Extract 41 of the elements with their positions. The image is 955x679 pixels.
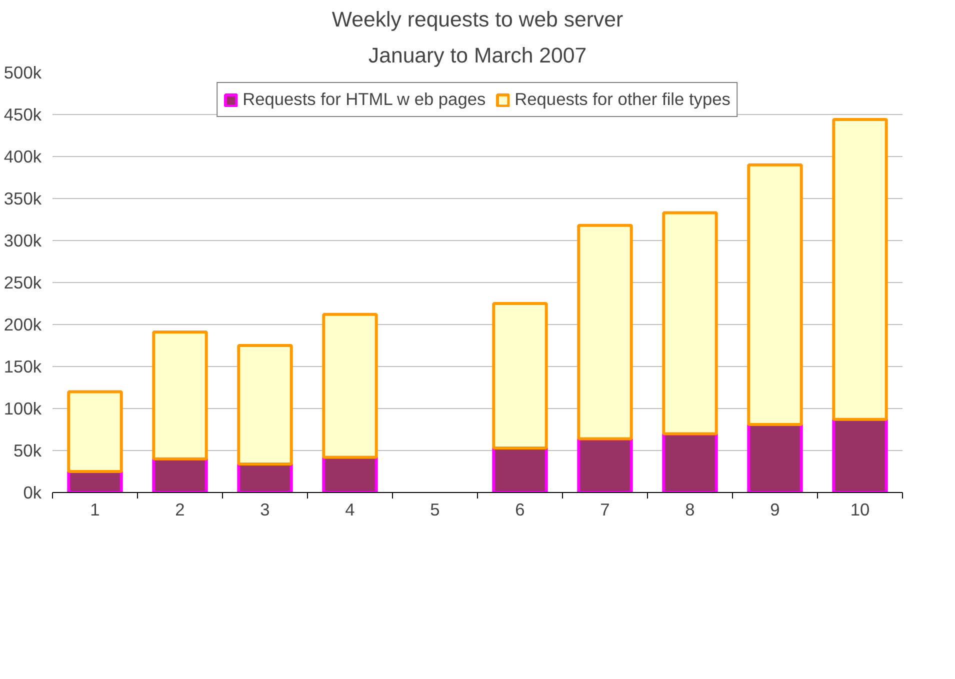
bar [577, 437, 633, 492]
x-tick-label: 4 [345, 500, 356, 520]
x-tick-label: 6 [515, 500, 525, 520]
x-tick-label: 2 [175, 500, 185, 520]
legend-label: Requests for HTML w eb pages [242, 89, 486, 110]
x-tick-label: 10 [850, 500, 870, 520]
bar [577, 224, 633, 440]
y-tick-label: 300k [4, 230, 42, 250]
bar [237, 344, 293, 466]
chart-subtitle: January to March 2007 [368, 44, 587, 68]
y-tick-label: 450k [4, 104, 42, 124]
y-tick-label: 150k [4, 356, 42, 376]
y-tick-label: 50k [14, 440, 42, 460]
x-tick-label: 1 [90, 500, 100, 520]
bar [322, 312, 378, 459]
bar [832, 118, 888, 421]
y-tick-label: 250k [4, 272, 42, 292]
bar [832, 418, 888, 492]
x-tick-label: 3 [260, 500, 270, 520]
chart-title: Weekly requests to web server [332, 8, 624, 32]
x-tick-label: 7 [600, 500, 610, 520]
bar [492, 446, 548, 492]
y-tick-label: 350k [4, 188, 42, 208]
y-tick-label: 0k [23, 482, 42, 502]
y-tick-label: 400k [4, 146, 42, 166]
bar [322, 456, 378, 492]
y-tick-label: 200k [4, 314, 42, 334]
bar [662, 432, 718, 492]
bar [152, 457, 208, 492]
y-tick-label: 500k [4, 62, 42, 82]
bar [67, 390, 123, 473]
bar [662, 211, 718, 436]
bar [492, 302, 548, 450]
bar [747, 422, 803, 492]
bar [747, 163, 803, 426]
x-tick-label: 9 [770, 500, 780, 520]
x-tick-label: 5 [430, 500, 440, 520]
bar [152, 330, 208, 460]
y-tick-label: 100k [4, 398, 42, 418]
legend-label: Requests for other file types [514, 89, 730, 110]
x-tick-label: 8 [685, 500, 695, 520]
